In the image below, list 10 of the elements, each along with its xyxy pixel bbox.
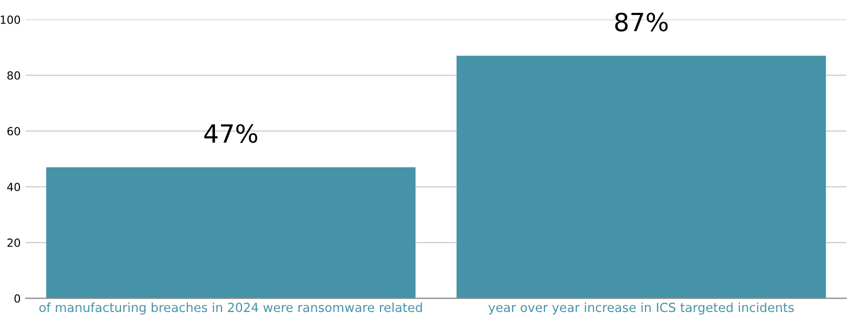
data-label: 47% (204, 124, 258, 143)
y-tick-label: 20 (7, 238, 20, 247)
y-tick-label: 0 (14, 294, 20, 303)
data-label: 87% (615, 12, 668, 32)
y-tick-label: 80 (7, 71, 20, 80)
y-tick-label: 100 (0, 16, 20, 24)
x-tick-label: year over year increase in ICS targeted incidents (488, 302, 794, 315)
y-tick-label: 60 (7, 127, 20, 136)
y-tick-label: 40 (7, 182, 20, 192)
x-tick-label: of manufacturing breaches in 2024 were ransomware related (39, 302, 422, 315)
